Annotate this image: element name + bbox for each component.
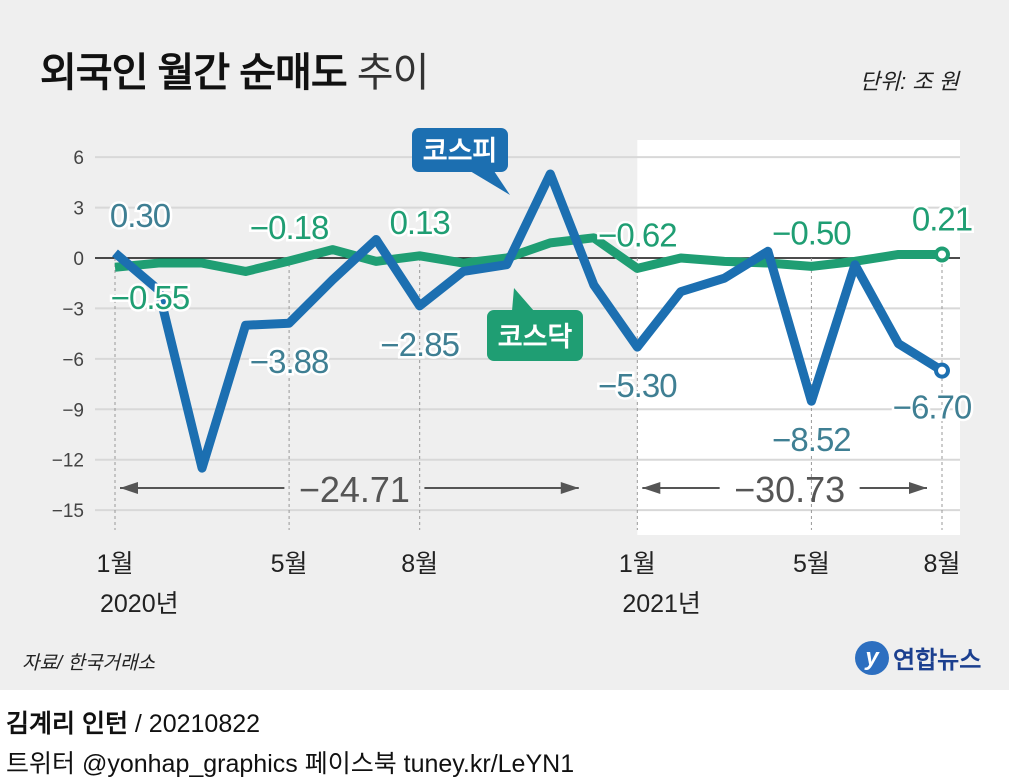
data-label: −3.88 [250, 343, 329, 380]
x-year-label: 2021년 [622, 590, 701, 618]
kospi-line [112, 169, 945, 473]
x-tick-label: 1월 [619, 550, 656, 578]
logo-text: 연합뉴스 [893, 647, 982, 674]
y-tick-label: −9 [62, 400, 84, 421]
data-label: −0.55 [111, 279, 190, 316]
y-tick-label: −12 [52, 451, 84, 472]
y-tick-label: 3 [73, 199, 84, 220]
data-label: −6.70 [893, 389, 972, 426]
arrow-head [642, 482, 661, 494]
data-label: −2.85 [380, 326, 459, 363]
x-tick-label: 8월 [401, 550, 438, 578]
arrow-head [120, 482, 138, 494]
kosdaq-legend-label: 코스닥 [498, 322, 573, 352]
period-total-label: −30.73 [734, 469, 845, 510]
data-label: −0.50 [772, 214, 851, 251]
data-label: −0.62 [598, 216, 677, 253]
arrow-head [909, 482, 927, 494]
title-bold: 외국인 월간 순매도 [40, 51, 348, 95]
data-label: −5.30 [598, 367, 677, 404]
logo-mark-icon: y [855, 640, 889, 675]
year-2021-region [637, 140, 960, 535]
y-tick-label: 6 [73, 148, 84, 169]
author-name: 김계리 인턴 [6, 710, 128, 738]
x-tick-label: 5월 [793, 550, 830, 578]
y-tick-label: −3 [62, 299, 84, 320]
source-label: 자료/ 한국거래소 [22, 653, 155, 674]
data-label: 0.30 [110, 197, 171, 234]
kosdaq-callout-box [487, 310, 583, 361]
data-label: 0.21 [912, 200, 972, 237]
kospi-legend-label: 코스피 [423, 136, 498, 166]
author-credit: 김계리 인턴 / 20210822 [6, 704, 260, 740]
data-label: 0.13 [390, 204, 450, 241]
x-tick-label: 8월 [924, 550, 961, 578]
data-label: −8.52 [772, 421, 851, 458]
kospi-callout-box [412, 128, 508, 172]
period-total-label: −24.71 [299, 469, 410, 510]
unit-label: 단위: 조 원 [859, 69, 959, 94]
kosdaq-line [114, 233, 942, 276]
social-credit: 트위터 @yonhap_graphics 페이스북 tuney.kr/LeYN1 [6, 750, 575, 778]
end-point-marker [934, 362, 950, 379]
y-tick-label: 0 [73, 249, 84, 270]
x-tick-label: 5월 [271, 550, 308, 578]
data-label: −0.18 [250, 209, 329, 246]
kospi-callout: 코스피 [412, 128, 510, 195]
yonhap-logo: y 연합뉴스 [855, 640, 981, 675]
callout-pointer [470, 171, 510, 195]
y-tick-label: −6 [62, 350, 84, 371]
x-year-label: 2020년 [100, 590, 179, 618]
page-title: 외국인 월간 순매도 추이 [40, 40, 430, 98]
callout-pointer [512, 288, 534, 311]
x-tick-label: 1월 [97, 550, 134, 578]
y-tick-label: −15 [52, 501, 84, 522]
line-chart: 6 3 0 −3 −6 −9 −12 −15 1월 2020년 5월 8월 1월 2021년 5월 8월 −24… [52, 128, 976, 618]
end-point-marker [934, 246, 950, 263]
kosdaq-callout: 코스닥 [487, 288, 583, 361]
publish-date: / 20210822 [134, 710, 261, 738]
arrow-head [560, 482, 579, 494]
title-light: 추이 [356, 51, 430, 95]
